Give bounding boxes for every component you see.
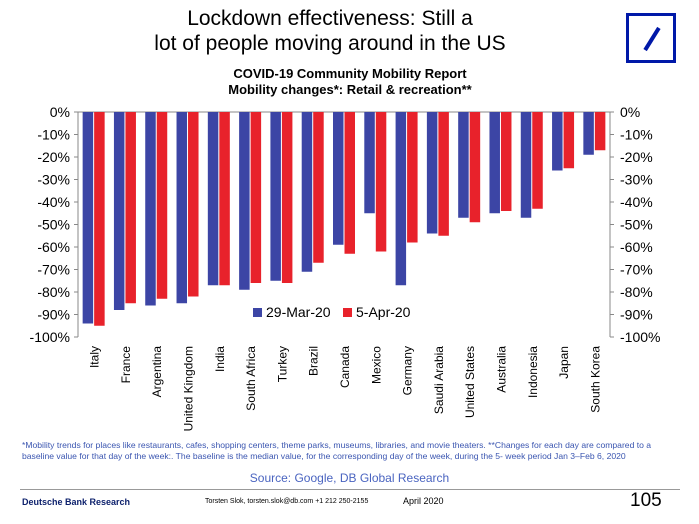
x-category-label: Argentina: [150, 346, 164, 398]
left-y-tick-label: -60%: [37, 239, 70, 255]
right-y-tick-label: -30%: [620, 172, 653, 188]
bar-series1: [145, 112, 156, 306]
bar-series1: [395, 112, 407, 286]
right-y-tick-label: -50%: [620, 217, 653, 233]
deutsche-bank-logo-icon: [626, 13, 676, 63]
source-note: Source: Google, DB Global Research: [249, 471, 450, 485]
bar-series2: [94, 112, 105, 326]
bar-series1: [239, 112, 250, 290]
bar-series1: [458, 112, 469, 218]
chart-title: COVID-19 Community Mobility Report: [233, 66, 467, 81]
bar-series2: [407, 112, 418, 243]
slide-title-line2: lot of people moving around in the US: [154, 32, 506, 55]
x-category-label: South Korea: [588, 346, 602, 413]
bar-series1: [552, 112, 563, 171]
right-y-tick-label: -80%: [620, 284, 653, 300]
left-y-tick-label: -10%: [37, 127, 70, 143]
bar-series1: [520, 112, 532, 218]
right-y-tick-label: -70%: [620, 262, 653, 278]
bar-series2: [594, 112, 606, 151]
bar-series2: [375, 112, 387, 252]
left-y-tick-label: -20%: [37, 149, 70, 165]
bar-series1: [207, 112, 219, 286]
legend-label-1: 29-Mar-20: [266, 304, 331, 320]
x-category-label: Japan: [557, 346, 571, 379]
bar-series2: [438, 112, 449, 236]
left-y-tick-label: -70%: [37, 262, 70, 278]
bar-series2: [344, 112, 355, 254]
report-date: April 2020: [403, 496, 444, 506]
bar-series1: [426, 112, 438, 234]
bar-series2: [250, 112, 262, 283]
footer-divider: [20, 489, 680, 490]
slide-title: Lockdown effectiveness: Still a lot of p…: [70, 6, 590, 56]
chart-title-block: COVID-19 Community Mobility Report Mobil…: [150, 66, 550, 98]
x-category-label: Canada: [338, 346, 352, 388]
right-y-tick-label: -90%: [620, 307, 653, 323]
footnote: *Mobility trends for places like restaur…: [22, 440, 652, 461]
x-category-label: Germany: [401, 346, 415, 395]
bar-series2: [219, 112, 230, 286]
left-y-tick-label: 0%: [50, 104, 70, 120]
x-category-label: Turkey: [275, 346, 289, 382]
right-y-tick-label: 0%: [620, 104, 640, 120]
x-category-label: South Africa: [244, 346, 258, 411]
x-category-label: Brazil: [307, 346, 321, 376]
legend-swatch-1: [253, 308, 262, 317]
brand-name: Deutsche Bank Research: [22, 497, 131, 507]
slide-title-line1: Lockdown effectiveness: Still a: [187, 7, 473, 30]
bar-series1: [333, 112, 344, 245]
bar-series2: [563, 112, 575, 169]
x-category-label: United States: [463, 346, 477, 418]
left-y-tick-label: -80%: [37, 284, 70, 300]
x-category-label: Saudi Arabia: [432, 346, 446, 414]
left-y-tick-label: -30%: [37, 172, 70, 188]
bar-series2: [532, 112, 543, 209]
bar-series2: [313, 112, 324, 263]
bar-series2: [281, 112, 293, 283]
author-contact: Torsten Slok, torsten.slok@db.com +1 212…: [205, 498, 369, 505]
x-category-label: United Kingdom: [182, 346, 196, 431]
bar-series1: [489, 112, 500, 214]
bar-series1: [82, 112, 94, 324]
bar-series1: [364, 112, 375, 214]
chart-subtitle: Mobility changes*: Retail & recreation**: [228, 82, 472, 97]
x-category-label: Italy: [88, 346, 102, 368]
left-y-tick-label: -90%: [37, 307, 70, 323]
bar-series2: [125, 112, 136, 304]
bar-series2: [156, 112, 168, 299]
bar-series2: [188, 112, 199, 297]
bar-series1: [583, 112, 594, 155]
bar-series1: [176, 112, 188, 304]
bar-series1: [270, 112, 281, 281]
left-y-tick-label: -40%: [37, 194, 70, 210]
bar-series2: [500, 112, 512, 211]
x-category-label: France: [119, 346, 133, 384]
right-y-tick-label: -60%: [620, 239, 653, 255]
right-y-tick-label: -10%: [620, 127, 653, 143]
left-y-tick-label: -100%: [30, 329, 70, 345]
x-category-label: Mexico: [369, 346, 383, 384]
right-y-tick-label: -40%: [620, 194, 653, 210]
left-y-tick-label: -50%: [37, 217, 70, 233]
page-number: 105: [630, 490, 662, 511]
legend-label-2: 5-Apr-20: [356, 304, 411, 320]
bar-series1: [301, 112, 313, 272]
right-y-tick-label: -100%: [620, 329, 660, 345]
x-category-label: Australia: [494, 346, 508, 393]
bar-series2: [469, 112, 481, 223]
x-category-label: India: [213, 346, 227, 372]
bar-series1: [113, 112, 125, 310]
x-category-label: Indonesia: [526, 346, 540, 398]
right-y-tick-label: -20%: [620, 149, 653, 165]
legend-swatch-2: [343, 308, 352, 317]
bar-chart: 0% 0% -10% -10% -20% -20% -30% -30% -40% -40% -50%…: [30, 104, 661, 431]
